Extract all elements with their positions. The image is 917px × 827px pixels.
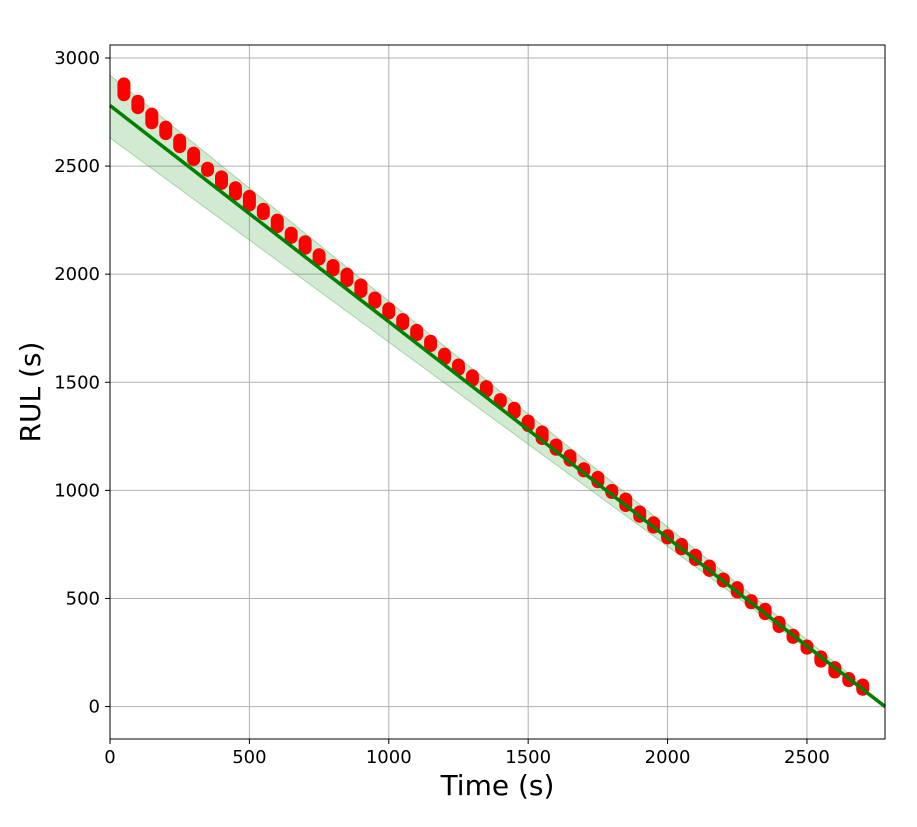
- x-tick-label: 2500: [784, 747, 830, 768]
- x-tick-label: 1000: [366, 747, 412, 768]
- x-tick-label: 1500: [505, 747, 551, 768]
- y-tick-label: 3000: [54, 48, 100, 69]
- y-axis-label: RUL (s): [14, 342, 47, 443]
- y-axis-ticks: 0 500 1000 1500 2000 2500 3000: [54, 48, 110, 718]
- x-axis-label: Time (s): [440, 769, 555, 802]
- y-tick-label: 2500: [54, 156, 100, 177]
- x-tick-label: 500: [232, 747, 266, 768]
- y-tick-label: 1500: [54, 372, 100, 393]
- y-tick-label: 1000: [54, 480, 100, 501]
- plot-frame: [109, 44, 886, 740]
- y-tick-label: 2000: [54, 264, 100, 285]
- x-tick-label: 0: [104, 747, 115, 768]
- grid-lines: [109, 45, 885, 739]
- regression-line-path: [108, 104, 887, 708]
- y-tick-label: 500: [66, 588, 100, 609]
- y-tick-label: 0: [89, 697, 100, 718]
- x-tick-label: 2000: [645, 747, 691, 768]
- x-axis-ticks: 0 500 1000 1500 2000 2500: [104, 739, 830, 768]
- regression-line: [108, 104, 887, 708]
